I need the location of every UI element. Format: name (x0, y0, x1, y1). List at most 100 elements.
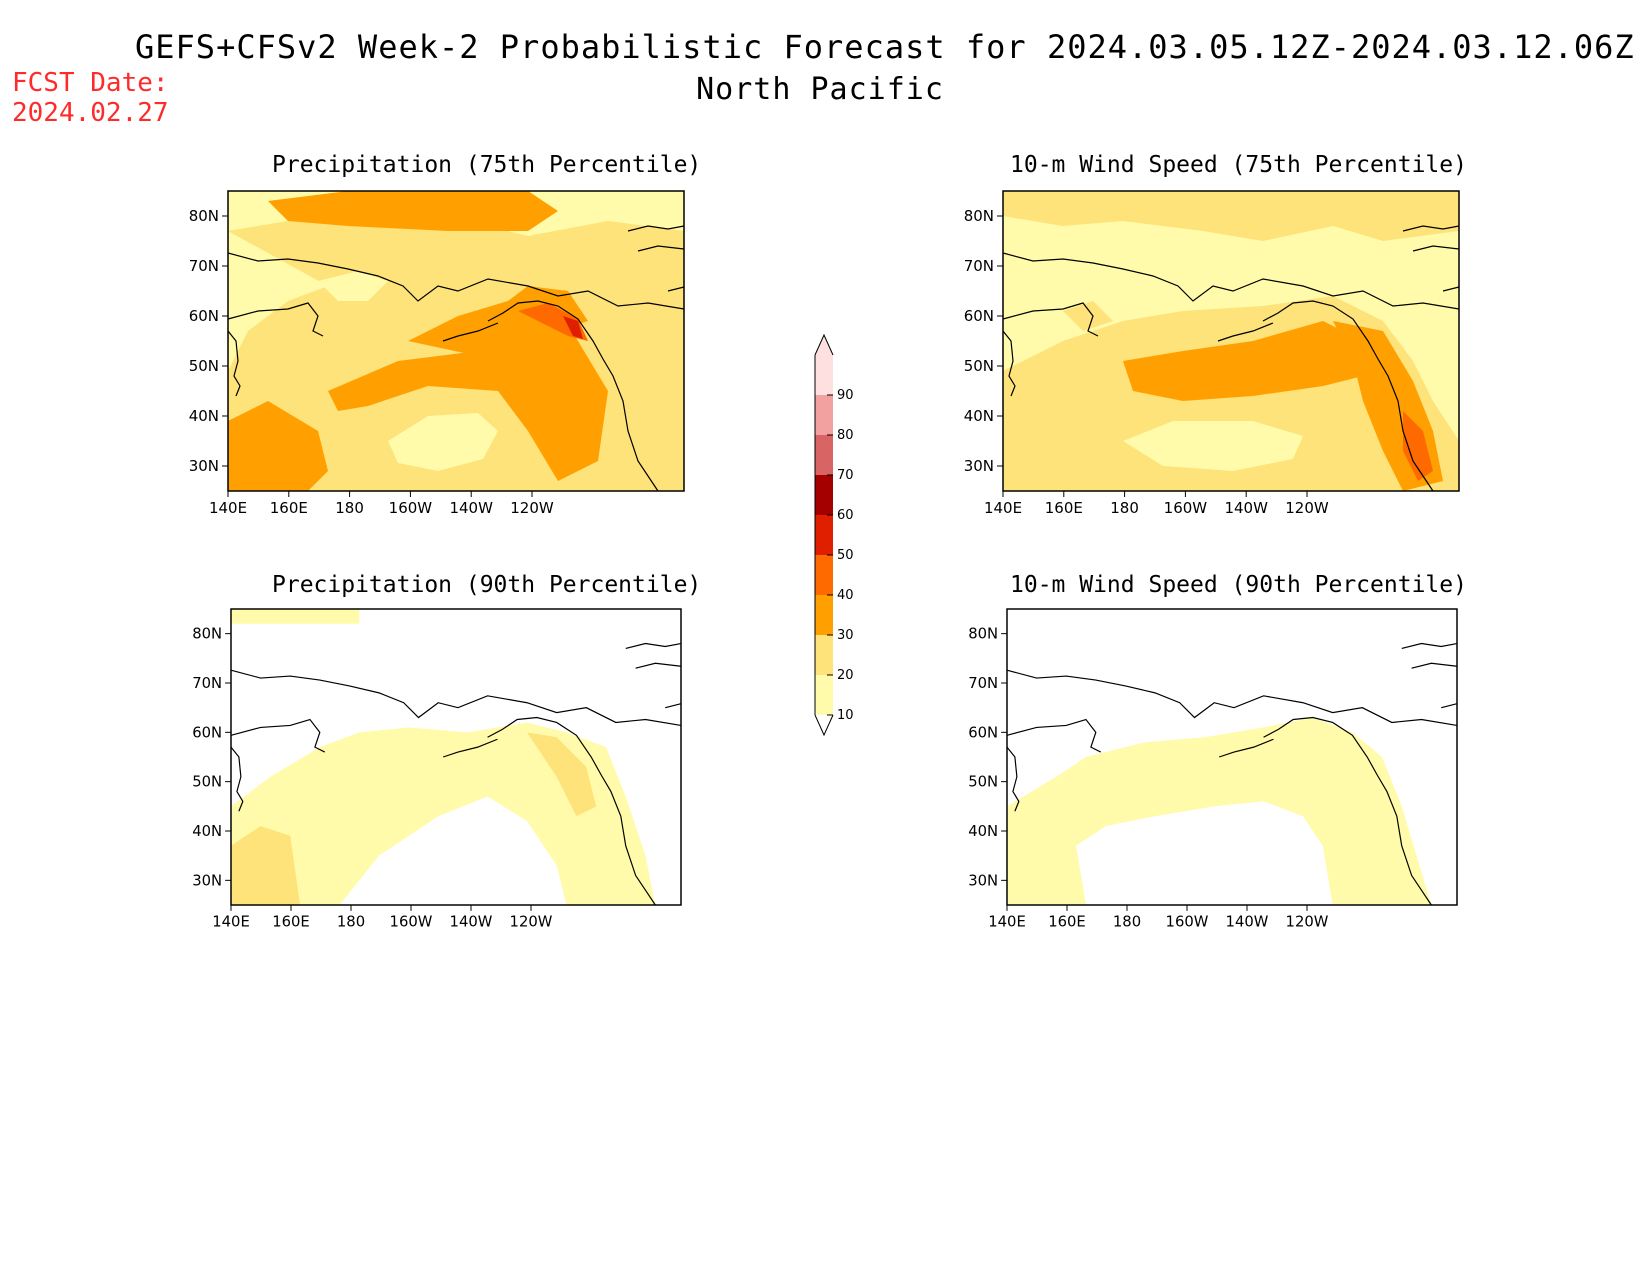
coastline (227, 252, 685, 310)
coastline-layer (230, 642, 682, 906)
probability-shade (231, 826, 301, 905)
lat-label: 40N (189, 407, 219, 425)
probability-shade (518, 303, 588, 341)
coastline (625, 642, 682, 650)
probability-colorbar: 10 20 30 40 50 60 70 80 90 (814, 333, 854, 737)
lon-label: 160E (1045, 499, 1083, 517)
lat-label: 30N (968, 872, 998, 889)
map-frame (1006, 608, 1458, 906)
lon-label: 140W (1226, 914, 1269, 931)
lon-label: 140W (1224, 499, 1268, 517)
map-precip90: 80N 70N 60N 50N 40N 30N 140E 160E 180 160W 140W 120… (192, 608, 682, 931)
panel-title-wind90: 10-m Wind Speed (90th Percentile) (1010, 572, 1467, 598)
lon-label: 140W (449, 499, 493, 517)
lon-label: 180 (335, 499, 364, 517)
probability-shade (1123, 321, 1383, 401)
colorbar-label: 60 (837, 508, 854, 523)
lat-label: 40N (968, 823, 998, 840)
colorbar-box (815, 595, 833, 635)
probability-shade (339, 796, 567, 905)
lon-label: 140E (984, 499, 1022, 517)
coastline (1002, 302, 1099, 337)
lat-label: 60N (964, 307, 994, 325)
lat-label: 40N (192, 823, 222, 840)
lon-label: 180 (1113, 914, 1141, 931)
probability-shade (563, 316, 583, 339)
coastline (1412, 245, 1460, 252)
lon-label: 140E (209, 499, 247, 517)
probability-shade (1003, 191, 1459, 241)
coastline (1002, 252, 1460, 310)
probability-shade (1403, 411, 1433, 481)
lat-label: 80N (964, 207, 994, 225)
lon-label: 180 (337, 914, 365, 931)
colorbar-box (815, 515, 833, 555)
probability-shade (1063, 301, 1113, 331)
coastline (442, 738, 498, 758)
lat-label: 80N (968, 626, 998, 643)
coastline (230, 746, 244, 812)
lon-label: 160E (270, 499, 308, 517)
probability-shade (527, 732, 597, 817)
lat-label: 30N (964, 457, 994, 475)
shading-layer (1007, 609, 1457, 905)
lat-label: 60N (189, 307, 219, 325)
coastline (1441, 703, 1458, 709)
lon-label: 120W (1286, 914, 1329, 931)
map-precip75: 80N 70N 60N 50N 40N 30N 140E 160E 180 160W 140W 120… (189, 190, 685, 517)
colorbar-box (815, 355, 833, 395)
coastline (230, 669, 682, 727)
colorbar-label: 20 (837, 668, 854, 683)
colorbar-label: 70 (837, 468, 854, 483)
lat-label: 50N (968, 774, 998, 791)
lat-label: 50N (192, 774, 222, 791)
lon-label: 160W (1164, 499, 1208, 517)
lon-label: 120W (510, 499, 554, 517)
shading-layer (1003, 191, 1459, 491)
map-frame (1002, 190, 1460, 492)
coastline (1401, 642, 1458, 650)
lat-label: 70N (192, 675, 222, 692)
panel-title-precip90: Precipitation (90th Percentile) (272, 572, 702, 598)
lat-label: 40N (964, 407, 994, 425)
coastline-layer (1002, 225, 1460, 492)
lat-label: 30N (189, 457, 219, 475)
coastline (667, 286, 685, 292)
colorbar-box (815, 435, 833, 475)
forecast-date-label: FCST Date: (12, 68, 169, 98)
lon-label: 120W (510, 914, 553, 931)
lon-label: 160E (1048, 914, 1086, 931)
lon-label: 140W (450, 914, 493, 931)
probability-shade (231, 609, 360, 624)
lat-label: 30N (192, 872, 222, 889)
region-subtitle: North Pacific (696, 72, 944, 107)
lon-label: 140E (212, 914, 250, 931)
lon-label: 120W (1285, 499, 1329, 517)
colorbar-label: 90 (837, 388, 854, 403)
lon-label: 140E (988, 914, 1026, 931)
probability-shade (408, 286, 588, 356)
probability-shade (1123, 421, 1303, 471)
lat-label: 50N (189, 357, 219, 375)
lon-label: 160W (390, 914, 433, 931)
colorbar-label: 10 (837, 708, 854, 723)
coastline (1442, 286, 1460, 292)
lon-label: 180 (1110, 499, 1139, 517)
panel-title-precip75: Precipitation (75th Percentile) (272, 152, 702, 178)
colorbar-box (815, 395, 833, 435)
lon-label: 160W (1166, 914, 1209, 931)
lat-label: 70N (189, 257, 219, 275)
map-frame (227, 190, 685, 492)
colorbar-bottom-arrow (814, 714, 834, 737)
map-wind90: 80N 70N 60N 50N 40N 30N 140E 160E 180 160W 140W 120… (968, 608, 1458, 931)
probability-shade (328, 301, 608, 481)
lat-label: 60N (192, 724, 222, 741)
coastline (637, 245, 685, 252)
probability-shade (228, 401, 328, 491)
coastline (227, 330, 241, 397)
lat-label: 50N (964, 357, 994, 375)
probability-shade (1076, 801, 1333, 905)
lat-label: 80N (189, 207, 219, 225)
lat-label: 60N (968, 724, 998, 741)
coastline (635, 662, 682, 669)
